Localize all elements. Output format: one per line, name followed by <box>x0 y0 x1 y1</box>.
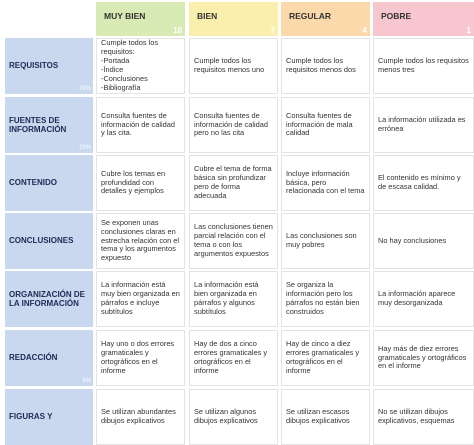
descriptor: Incluye información básica, pero relacio… <box>281 155 370 211</box>
level-label: BIEN <box>197 11 218 21</box>
level-header: MUY BIEN 10 <box>96 2 185 36</box>
descriptor: Cubre el tema de forma básica sin profun… <box>189 155 278 211</box>
criterion-weight: 5% <box>82 378 91 385</box>
criterion-label: ORGANIZACIÓN DE LA INFORMACIÓN <box>9 289 85 308</box>
descriptor: Consulta fuentes de información de calid… <box>96 97 185 153</box>
criterion: REDACCIÓN 5% <box>5 330 93 386</box>
descriptor: Se utilizan algunos dibujos explicativos <box>189 389 278 445</box>
level-label: MUY BIEN <box>104 11 146 21</box>
criterion: ORGANIZACIÓN DE LA INFORMACIÓN <box>5 271 93 327</box>
descriptor: Se exponen unas conclusiones claras en e… <box>96 213 185 269</box>
level-label: POBRE <box>381 11 412 21</box>
descriptor: Cumple todos los requisitos menos uno <box>189 38 278 94</box>
descriptor: Cubre los temas en profundidad con detal… <box>96 155 185 211</box>
criterion-weight: 10% <box>78 86 91 93</box>
criterion: CONCLUSIONES <box>5 213 93 269</box>
descriptor: La información está bien organizada en p… <box>189 271 278 327</box>
descriptor: Se utilizan escasos dibujos explicativos <box>281 389 370 445</box>
criterion-label: FIGURAS Y <box>9 412 53 422</box>
criterion-weight: 10% <box>78 145 91 152</box>
descriptor: Se organiza la información pero los párr… <box>281 271 370 327</box>
descriptor: Cumple todos los requisitos menos tres <box>373 38 474 94</box>
level-score: 1 <box>466 26 471 35</box>
level-header: REGULAR 4 <box>281 2 370 36</box>
level-score: 10 <box>173 26 182 35</box>
descriptor: Cumple todos los requisitos: -Portada -Í… <box>96 38 185 94</box>
descriptor: No hay conclusiones <box>373 213 474 269</box>
criterion-label: REDACCIÓN <box>9 353 58 363</box>
descriptor: El contenido es mínimo y de escasa calid… <box>373 155 474 211</box>
criterion-label: CONTENIDO <box>9 178 57 188</box>
descriptor: Las conclusiones tienen parcial relación… <box>189 213 278 269</box>
descriptor: Hay uno o dos errores gramaticales y ort… <box>96 330 185 386</box>
level-header: POBRE 1 <box>373 2 474 36</box>
level-header: BIEN 7 <box>189 2 278 36</box>
level-label: REGULAR <box>289 11 332 21</box>
criterion-label: CONCLUSIONES <box>9 236 74 246</box>
descriptor: Hay más de diez errores gramaticales y o… <box>373 330 474 386</box>
descriptor: Hay de cinco a diez errores gramaticales… <box>281 330 370 386</box>
criterion: FIGURAS Y <box>5 389 93 445</box>
descriptor: Hay de dos a cinco errores gramaticales … <box>189 330 278 386</box>
descriptor: No se utilizan dibujos explicativos, esq… <box>373 389 474 445</box>
criterion-label: REQUISITOS <box>9 61 59 71</box>
descriptor: Consulta fuentes de información de calid… <box>189 97 278 153</box>
descriptor: Cumple todos los requisitos menos dos <box>281 38 370 94</box>
descriptor: Las conclusiones son muy pobres <box>281 213 370 269</box>
descriptor: Se utilizan abundantes dibujos explicati… <box>96 389 185 445</box>
criterion: CONTENIDO <box>5 155 93 211</box>
level-score: 4 <box>362 26 367 35</box>
descriptor: La información está muy bien organizada … <box>96 271 185 327</box>
descriptor: Consulta fuentes de información de mala … <box>281 97 370 153</box>
level-score: 7 <box>270 26 275 35</box>
criterion: FUENTES DE INFORMACIÓN 10% <box>5 97 93 153</box>
descriptor: La información utilizada es errónea <box>373 97 474 153</box>
rubric-page: MUY BIEN 10 BIEN 7 REGULAR 4 POBRE 1 REQUISITOS 1… <box>5 2 474 445</box>
descriptor: La información aparece muy desorganizada <box>373 271 474 327</box>
criterion-label: FUENTES DE INFORMACIÓN <box>9 115 67 134</box>
criterion: REQUISITOS 10% <box>5 38 93 94</box>
